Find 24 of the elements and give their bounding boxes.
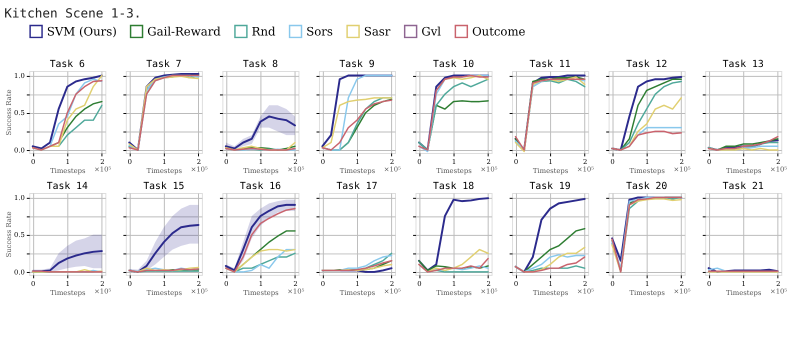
- legend-label: Rnd: [252, 24, 276, 38]
- chart-title: Task 19: [530, 181, 571, 192]
- chart-title: Task 21: [722, 181, 764, 192]
- legend-label: Gail-Reward: [147, 24, 222, 38]
- chart-title: Task 20: [626, 181, 668, 192]
- chart-title: Task 7: [146, 59, 182, 70]
- chart-title: Task 11: [530, 59, 571, 70]
- chart-title: Task 15: [143, 181, 185, 192]
- chart-title: Task 10: [433, 59, 474, 70]
- chart-title: Task 12: [626, 59, 668, 70]
- legend-label: Sors: [306, 24, 333, 38]
- legend-label: SVM (Ours): [46, 24, 117, 38]
- chart-title: Task 16: [240, 181, 282, 192]
- chart-title: Task 17: [336, 181, 378, 192]
- legend-label: Sasr: [364, 24, 391, 38]
- text: Kitchen Scene 1-3.: [4, 5, 142, 20]
- chart-title: Task 6: [50, 59, 86, 70]
- legend-label: Gvl: [421, 24, 442, 38]
- chart-title: Task 13: [722, 59, 764, 70]
- legend-label: Outcome: [472, 24, 526, 38]
- chart-title: Task 8: [242, 59, 278, 70]
- chart-title: Task 9: [339, 59, 375, 70]
- chart-title: Task 18: [433, 181, 474, 192]
- chart-title: Task 14: [46, 181, 88, 192]
